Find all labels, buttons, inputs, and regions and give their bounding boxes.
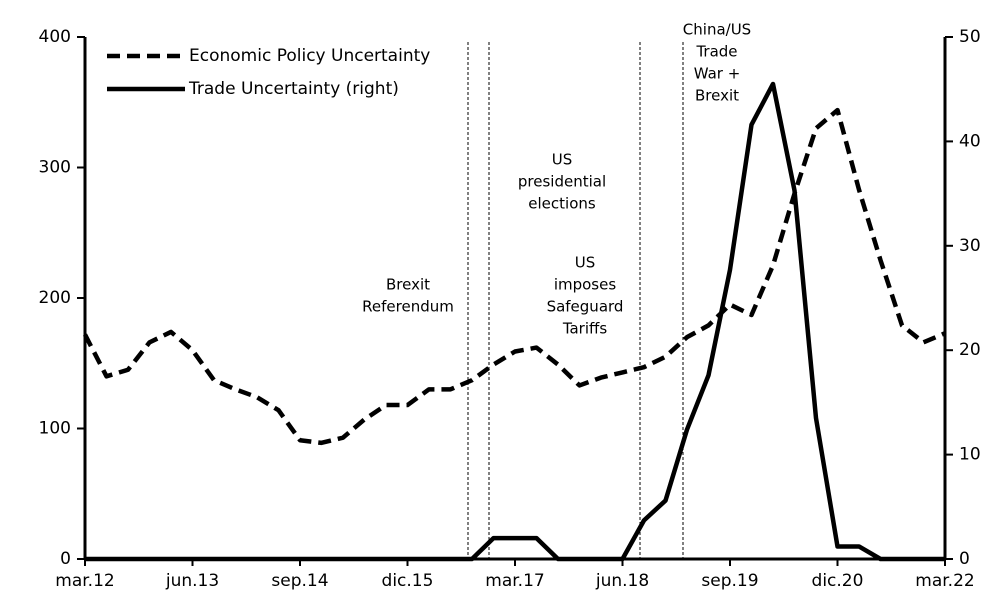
x-tick-label: jun.18 — [595, 571, 649, 591]
annotation: Trade — [695, 43, 737, 61]
annotation: China/US — [683, 21, 751, 39]
legend-label: Economic Policy Uncertainty — [189, 46, 430, 66]
x-tick-label: dic.15 — [382, 571, 434, 591]
y2-tick-label: 50 — [959, 27, 981, 47]
y-tick-label: 400 — [39, 27, 71, 47]
y-tick-label: 200 — [39, 288, 71, 308]
y2-tick-label: 20 — [959, 340, 981, 360]
y2-tick-label: 10 — [959, 445, 981, 465]
y-tick-label: 100 — [39, 419, 71, 439]
annotation: elections — [528, 195, 596, 213]
x-tick-label: sep.19 — [701, 571, 758, 591]
x-tick-label: jun.13 — [165, 571, 219, 591]
annotation: War + — [694, 65, 741, 83]
y-tick-label: 0 — [60, 549, 71, 569]
annotation: Tariffs — [562, 320, 608, 338]
annotation: Brexit — [386, 276, 430, 294]
annotation: Safeguard — [547, 298, 624, 316]
y2-tick-label: 0 — [959, 549, 970, 569]
series-line — [85, 81, 945, 562]
x-tick-label: sep.14 — [271, 571, 328, 591]
annotation: presidential — [518, 173, 606, 191]
y2-tick-label: 40 — [959, 131, 981, 151]
annotation: imposes — [554, 276, 617, 294]
y2-tick-label: 30 — [959, 236, 981, 256]
x-tick-label: mar.12 — [55, 571, 114, 591]
annotation: US — [552, 151, 573, 169]
legend-label: Trade Uncertainty (right) — [188, 79, 399, 99]
x-tick-label: dic.20 — [812, 571, 864, 591]
x-tick-label: mar.17 — [485, 571, 544, 591]
x-tick-label: mar.22 — [915, 571, 974, 591]
annotation: Referendum — [362, 298, 454, 316]
series-line — [82, 107, 946, 446]
y-tick-label: 300 — [39, 158, 71, 178]
annotation: Brexit — [695, 87, 739, 105]
annotation: US — [575, 254, 596, 272]
